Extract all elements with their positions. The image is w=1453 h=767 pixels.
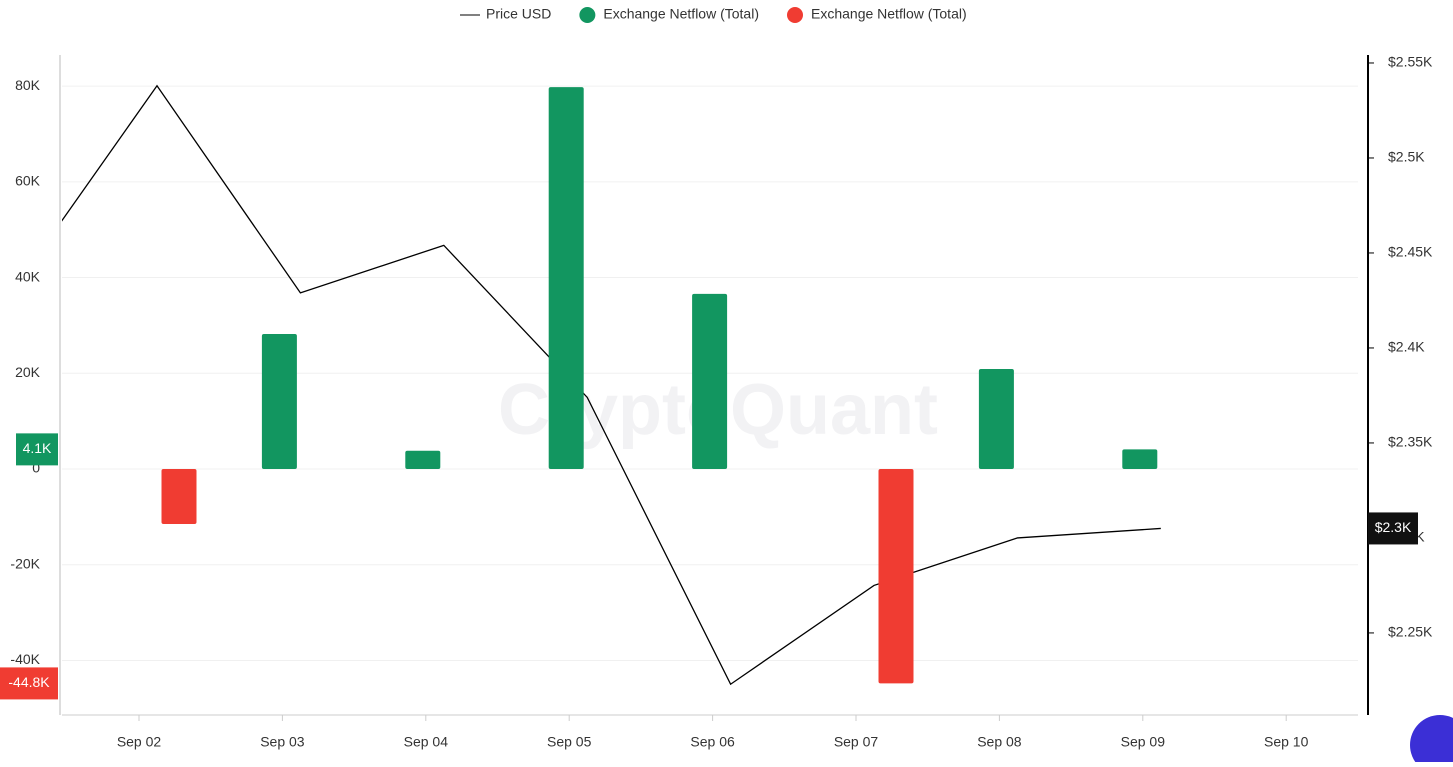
legend-label[interactable]: Price USD (486, 6, 551, 22)
y2-tick-label: $2.4K (1388, 339, 1425, 355)
bar (405, 450, 441, 469)
y-tick-label: -20K (10, 555, 40, 571)
x-tick-label: Sep 07 (834, 734, 879, 750)
x-tick-label: Sep 09 (1121, 734, 1166, 750)
x-tick-label: Sep 04 (404, 734, 449, 750)
y2-tick-label: $2.35K (1388, 434, 1433, 450)
value-label: -44.8K (8, 674, 50, 690)
y2-tick-label: $2.5K (1388, 149, 1425, 165)
y-tick-label: 20K (15, 364, 41, 380)
y-tick-label: 60K (15, 173, 41, 189)
y-tick-label: -40K (10, 651, 40, 667)
y2-tick-label: $2.55K (1388, 54, 1433, 70)
y-tick-label: 40K (15, 268, 41, 284)
bar (978, 368, 1014, 469)
y-tick-label: 80K (15, 77, 41, 93)
x-tick-label: Sep 03 (260, 734, 305, 750)
bar (161, 468, 197, 525)
chat-widget[interactable] (1410, 715, 1453, 767)
legend-label[interactable]: Exchange Netflow (Total) (603, 6, 759, 22)
value-label-box (16, 433, 58, 466)
bar (1122, 449, 1158, 469)
bar (261, 334, 297, 469)
legend-label[interactable]: Exchange Netflow (Total) (811, 6, 967, 22)
value-label: $2.3K (1375, 519, 1412, 535)
bar (878, 468, 914, 684)
x-tick-label: Sep 08 (977, 734, 1022, 750)
line-group (62, 84, 1161, 686)
legend-swatch (579, 7, 596, 23)
legend-swatch (787, 7, 803, 23)
bar (692, 293, 728, 469)
x-tick-label: Sep 06 (690, 734, 735, 750)
price-line (62, 84, 1161, 686)
y2-tick-label: $2.25K (1388, 624, 1433, 640)
x-tick-label: Sep 02 (117, 734, 162, 750)
x-tick-label: Sep 10 (1264, 734, 1309, 750)
y2-tick-label: $2.45K (1388, 244, 1433, 260)
y-tick-label: 0 (32, 460, 40, 476)
value-label-box (1368, 512, 1418, 545)
x-tick-label: Sep 05 (547, 734, 592, 750)
value-label-box (0, 667, 58, 700)
value-label: 4.1K (23, 440, 52, 456)
bar (548, 87, 584, 469)
